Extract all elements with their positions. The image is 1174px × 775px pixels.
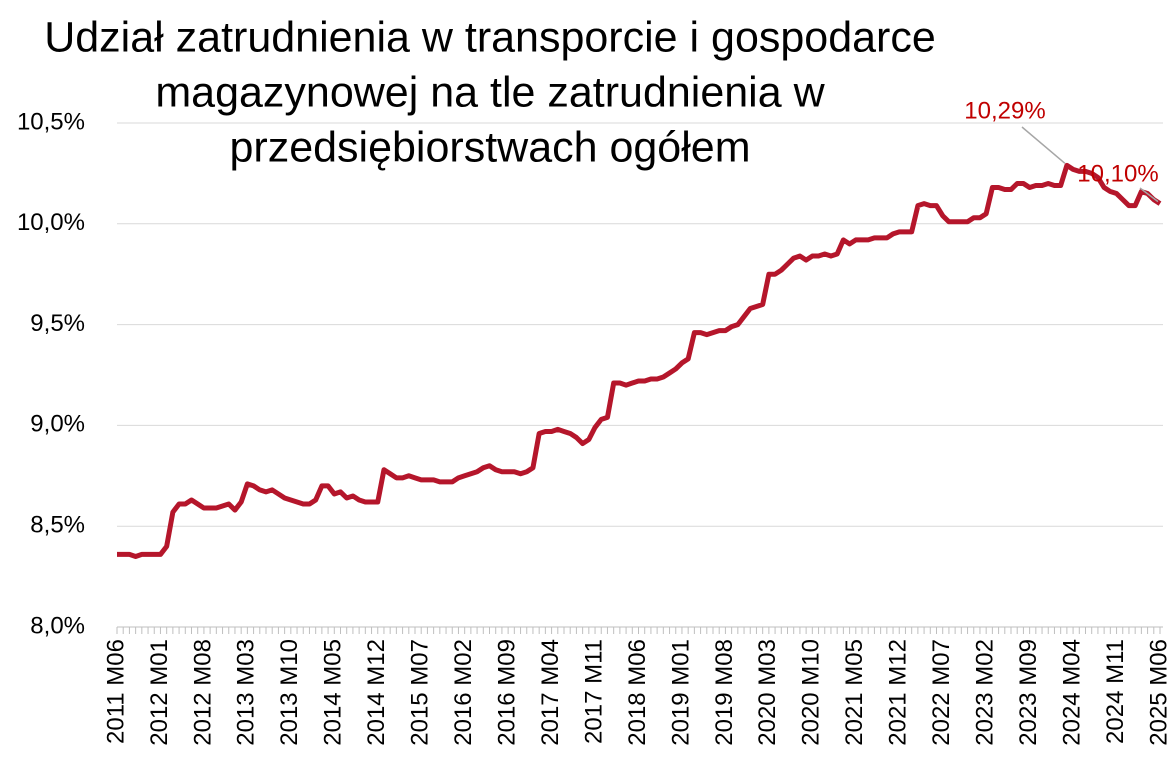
y-tick-label: 9,0% — [30, 411, 85, 438]
x-tick-label: 2013 M03 — [233, 639, 260, 746]
x-tick-label: 2024 M04 — [1058, 639, 1085, 746]
x-tick-label: 2024 M11 — [1102, 639, 1129, 744]
x-tick-label: 2016 M09 — [493, 639, 520, 746]
x-tick-label: 2020 M10 — [798, 639, 825, 746]
chart-title: przedsiębiorstwach ogółem — [229, 123, 750, 171]
x-tick-label: 2016 M02 — [450, 639, 477, 746]
y-tick-label: 9,5% — [30, 310, 85, 337]
x-tick-label: 2022 M07 — [928, 639, 955, 746]
x-tick-label: 2019 M01 — [667, 639, 694, 746]
x-tick-label: 2017 M04 — [537, 639, 564, 746]
x-tick-label: 2014 M05 — [320, 639, 347, 746]
x-tick-label: 2014 M12 — [363, 639, 390, 746]
leader-line — [1139, 187, 1159, 203]
x-tick-label: 2012 M08 — [189, 639, 216, 746]
chart-title: magazynowej na tle zatrudnienia w — [155, 68, 825, 116]
x-tick-label: 2012 M01 — [146, 639, 173, 746]
x-tick-label: 2021 M05 — [841, 639, 868, 746]
x-tick-label: 2019 M08 — [711, 639, 738, 746]
x-tick-label: 2023 M02 — [972, 639, 999, 746]
x-tick-label: 2025 M06 — [1145, 639, 1172, 746]
data-label: 10,29% — [964, 97, 1045, 124]
x-tick-label: 2018 M06 — [624, 639, 651, 746]
data-line — [117, 162, 1162, 559]
x-tick-label: 2015 M07 — [407, 639, 434, 746]
x-tick-label: 2023 M09 — [1015, 639, 1042, 746]
x-tick-label: 2017 M11 — [580, 639, 607, 744]
y-tick-label: 8,0% — [30, 612, 85, 639]
y-tick-label: 10,5% — [17, 108, 85, 135]
x-tick-label: 2013 M10 — [276, 639, 303, 746]
data-label: 10,10% — [1077, 160, 1158, 187]
leader-line — [1021, 126, 1066, 164]
x-tick-label: 2011 M06 — [102, 639, 129, 744]
x-tick-label: 2021 M12 — [885, 639, 912, 746]
x-tick-label: 2020 M03 — [754, 639, 781, 746]
y-tick-label: 8,5% — [30, 512, 85, 539]
y-tick-label: 10,0% — [17, 209, 85, 236]
chart-title: Udział zatrudnienia w transporcie i gosp… — [44, 13, 936, 61]
